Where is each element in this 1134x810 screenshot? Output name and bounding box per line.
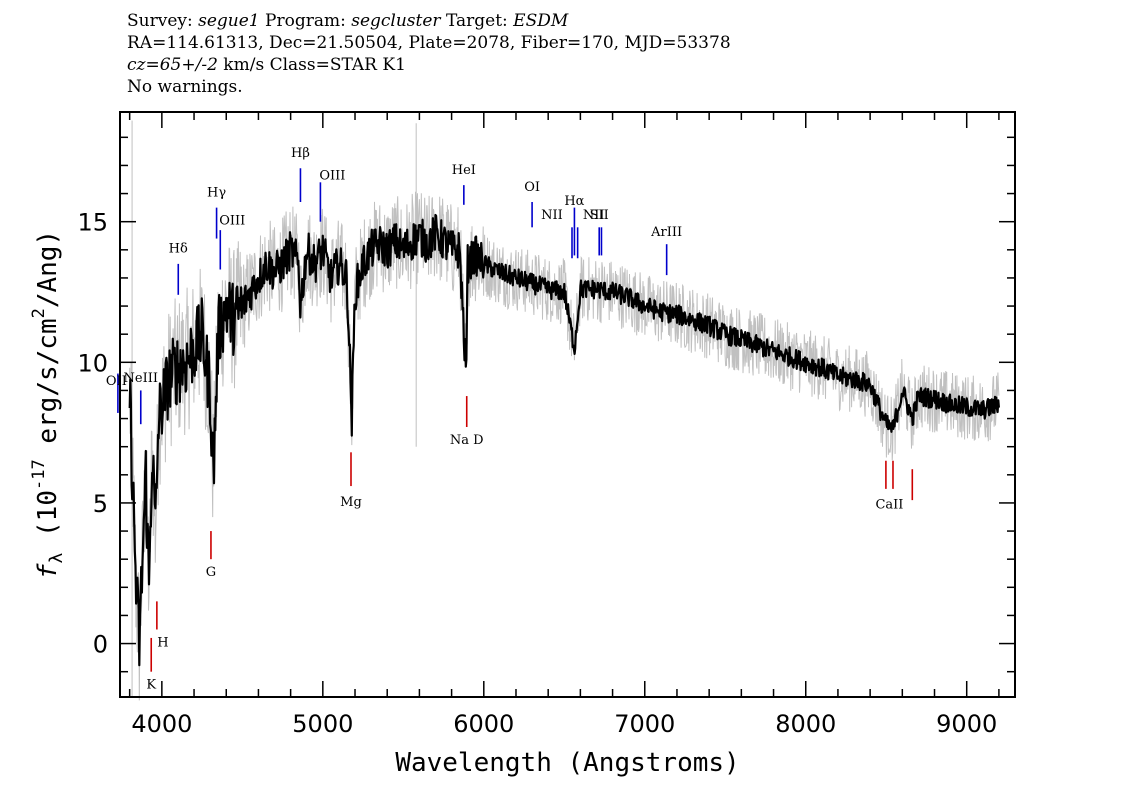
x-tick-label: 7000 — [614, 710, 675, 738]
line-marker-label: NeIII — [124, 371, 158, 386]
line-marker-label: Hδ — [169, 242, 188, 257]
line-marker-label: OII — [106, 374, 127, 389]
y-label-exponent-2: 2 — [29, 308, 49, 318]
y-label-end: /Ang) — [33, 230, 63, 308]
line-marker-label: NII — [541, 208, 563, 223]
x-tick-label: 8000 — [775, 710, 836, 738]
header-line-coordinates: RA=114.61313, Dec=21.50504, Plate=2078, … — [127, 33, 731, 53]
line-marker-label: NII — [583, 208, 605, 223]
y-label-main: (10 — [33, 490, 63, 553]
y-axis-label: fλ (10-17 erg/s/cm2/Ang) — [29, 230, 67, 579]
line-marker-label: OIII — [219, 214, 245, 229]
y-label-subscript: λ — [46, 552, 67, 563]
x-tick-label: 6000 — [453, 710, 514, 738]
y-label-units: erg/s/cm — [33, 318, 63, 459]
plot-frame — [119, 111, 1016, 698]
line-marker-label: Hα — [564, 194, 584, 209]
y-tick-label: 10 — [77, 349, 108, 377]
redshift-value: cz=65+/-2 — [127, 55, 218, 75]
x-axis-label: Wavelength (Angstroms) — [395, 748, 739, 778]
line-marker-label: Mg — [340, 495, 362, 510]
header-line-warnings: No warnings. — [127, 77, 243, 97]
smoothed-flux-line — [128, 213, 1000, 667]
line-marker-label: Hγ — [207, 185, 226, 200]
line-marker-label: OI — [524, 180, 540, 195]
line-marker-label: CaII — [875, 498, 903, 513]
y-tick-label: 5 — [93, 490, 108, 518]
line-marker-label: ArIII — [650, 225, 682, 240]
raw-flux-layer — [129, 120, 1000, 701]
y-label-exponent: -17 — [29, 459, 49, 490]
x-tick-label: 9000 — [936, 710, 997, 738]
class-text: km/s Class=STAR K1 — [223, 55, 406, 75]
line-marker-label: SII — [590, 208, 609, 223]
line-marker-label: G — [206, 565, 216, 580]
target-label: Target: — [445, 11, 508, 31]
y-tick-label: 0 — [93, 631, 108, 659]
line-marker-label: OIII — [319, 169, 345, 184]
x-tick-label: 4000 — [131, 710, 192, 738]
header-line-redshift: cz=65+/-2 km/s Class=STAR K1 — [127, 54, 731, 76]
raw-flux-line — [129, 191, 1000, 701]
y-tick-label: 15 — [77, 209, 108, 237]
y-label-prefix: f — [33, 563, 63, 579]
survey-value: segue1 — [198, 11, 260, 31]
line-marker-label: HeI — [452, 163, 476, 178]
line-marker-label: K — [146, 678, 156, 693]
axes-layer: 4000 5000 6000 7000 8000 9000 0 5 10 15 — [77, 111, 1016, 738]
program-value: segcluster — [351, 11, 441, 31]
header-line-survey: Survey: segue1 Program: segcluster Targe… — [127, 10, 731, 32]
target-value: ESDM — [513, 11, 569, 31]
spectrum-header: Survey: segue1 Program: segcluster Targe… — [127, 10, 731, 98]
line-marker-label: H — [157, 635, 168, 650]
smoothed-flux-layer — [128, 213, 1000, 667]
line-marker-label: Hβ — [291, 146, 310, 161]
x-tick-label: 5000 — [292, 710, 353, 738]
program-label: Program: — [265, 11, 346, 31]
survey-label: Survey: — [127, 11, 193, 31]
line-marker-label: Na D — [450, 433, 484, 448]
